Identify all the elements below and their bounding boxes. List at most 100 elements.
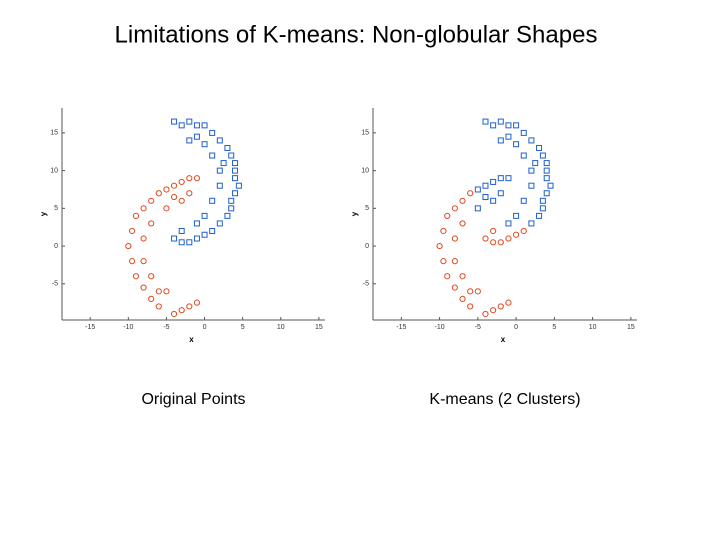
- point: [193, 220, 200, 227]
- point: [201, 141, 208, 148]
- point: [209, 152, 216, 159]
- x-tick-label: 5: [241, 324, 245, 331]
- point: [155, 303, 162, 310]
- point: [232, 160, 239, 167]
- point: [497, 175, 504, 182]
- point: [459, 220, 466, 227]
- point: [497, 239, 504, 246]
- point: [536, 144, 543, 151]
- point: [186, 137, 193, 144]
- x-tick-label: -10: [123, 324, 133, 331]
- point: [163, 205, 170, 212]
- point: [497, 118, 504, 125]
- chart-caption: K-means (2 Clusters): [429, 391, 580, 408]
- point: [532, 160, 539, 167]
- point: [497, 190, 504, 197]
- point: [148, 273, 155, 280]
- point: [178, 122, 185, 129]
- point: [129, 227, 136, 235]
- point: [520, 152, 527, 159]
- point: [178, 239, 185, 246]
- point: [474, 186, 481, 193]
- point: [482, 310, 489, 318]
- point: [171, 118, 178, 125]
- point: [536, 212, 543, 219]
- point: [235, 182, 242, 189]
- point: [193, 133, 200, 140]
- point: [178, 307, 185, 314]
- point: [528, 137, 535, 144]
- point: [467, 288, 474, 295]
- x-tick-label: 15: [315, 324, 323, 331]
- point: [490, 239, 497, 246]
- y-tick-label: 10: [50, 167, 58, 174]
- point: [520, 197, 527, 204]
- point: [178, 227, 185, 234]
- point: [163, 288, 170, 295]
- point: [186, 303, 193, 310]
- point: [451, 258, 458, 265]
- point: [440, 258, 447, 265]
- point: [201, 122, 208, 129]
- point: [232, 190, 239, 197]
- point: [520, 129, 527, 136]
- point: [163, 186, 170, 193]
- point: [155, 190, 162, 197]
- point: [474, 288, 481, 295]
- point: [216, 167, 223, 174]
- point: [505, 133, 512, 140]
- y-tick-label: 5: [365, 205, 369, 212]
- point: [482, 118, 489, 125]
- point: [232, 175, 239, 182]
- point: [482, 194, 489, 201]
- point: [193, 122, 200, 129]
- point: [451, 235, 458, 242]
- x-tick-label: -5: [475, 324, 481, 331]
- x-tick-label: 0: [203, 324, 207, 331]
- point: [170, 310, 178, 318]
- point: [148, 220, 155, 227]
- point: [170, 193, 178, 201]
- x-tick-label: 15: [627, 324, 635, 331]
- point: [232, 167, 239, 174]
- point: [209, 197, 216, 204]
- point: [497, 137, 504, 144]
- point: [148, 197, 155, 204]
- point: [216, 137, 223, 144]
- point: [490, 227, 497, 235]
- point: [444, 212, 451, 219]
- point: [528, 220, 535, 227]
- x-axis-label: x: [189, 335, 194, 344]
- x-tick-label: 5: [552, 324, 556, 331]
- point: [140, 284, 147, 291]
- point: [513, 212, 520, 219]
- point: [228, 205, 235, 212]
- point: [132, 212, 140, 219]
- point: [505, 175, 512, 182]
- point: [178, 178, 185, 186]
- x-tick-label: 10: [277, 324, 285, 331]
- point: [209, 129, 216, 136]
- point: [459, 273, 466, 280]
- y-tick-label: 0: [54, 243, 58, 250]
- point: [512, 231, 520, 238]
- y-tick-label: 0: [365, 243, 369, 250]
- point: [201, 231, 208, 238]
- point: [459, 197, 466, 204]
- point: [436, 242, 443, 250]
- point: [216, 182, 223, 189]
- point: [186, 190, 193, 197]
- point: [528, 182, 535, 189]
- point: [474, 205, 481, 212]
- x-tick-label: -15: [396, 324, 406, 331]
- point: [170, 182, 178, 189]
- point: [140, 205, 147, 212]
- point: [490, 307, 497, 314]
- point: [543, 190, 550, 197]
- point: [528, 167, 535, 174]
- point: [467, 190, 474, 197]
- y-tick-label: 10: [361, 167, 369, 174]
- point: [228, 197, 235, 204]
- point: [178, 197, 185, 204]
- point: [497, 303, 504, 310]
